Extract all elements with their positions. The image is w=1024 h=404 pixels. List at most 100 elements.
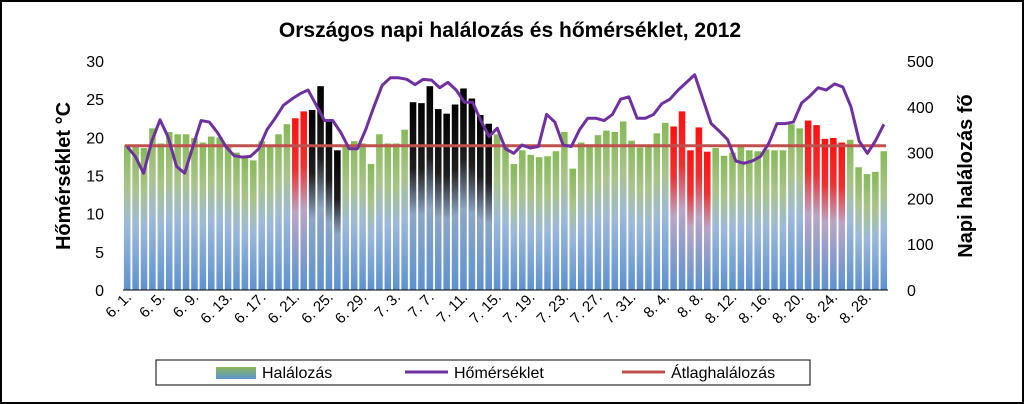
- right-tick-label: 100: [907, 237, 934, 254]
- death-bar: [863, 174, 871, 290]
- x-tick-label: 8. 24.: [803, 289, 842, 328]
- death-bar: [577, 142, 585, 290]
- death-bar: [123, 144, 131, 290]
- right-axis-title: Napi halálozás fő: [955, 94, 977, 257]
- death-bar: [434, 109, 442, 290]
- legend-deaths-swatch: [216, 367, 256, 379]
- x-tick-label: 6. 5.: [136, 289, 169, 322]
- death-bars: [123, 86, 888, 291]
- x-tick-label: 8. 20.: [769, 289, 808, 328]
- death-bar: [653, 133, 661, 290]
- death-bar: [855, 167, 862, 290]
- death-bar: [165, 131, 173, 290]
- death-bar: [493, 134, 501, 290]
- x-tick-label: 8. 28.: [836, 289, 875, 328]
- left-axis-title: Hőmérséklet °C: [53, 102, 75, 250]
- death-bar: [275, 134, 282, 290]
- death-bar: [443, 113, 450, 290]
- death-bar: [359, 143, 366, 290]
- death-bar: [224, 144, 232, 290]
- left-tick-label: 20: [86, 130, 104, 147]
- x-tick-label: 6. 25.: [298, 289, 337, 328]
- temperature-line: [125, 73, 886, 175]
- left-tick-label: 10: [86, 207, 104, 224]
- death-bar: [207, 136, 215, 290]
- death-bar: [468, 98, 476, 290]
- x-tick-label: 7. 11.: [434, 289, 472, 327]
- legend-temperature-label: Hőmérséklet: [454, 365, 544, 382]
- death-bar: [460, 88, 467, 290]
- x-tick-label: 6. 13.: [197, 289, 236, 328]
- temperature-line-group: [125, 73, 886, 175]
- death-bar: [485, 123, 492, 290]
- death-bar: [308, 110, 316, 290]
- left-tick-label: 0: [95, 283, 104, 300]
- death-bar: [334, 150, 341, 290]
- right-tick-label: 400: [907, 100, 934, 117]
- x-tick-label: 6. 21.: [265, 289, 304, 328]
- death-bar: [350, 141, 358, 290]
- death-bar: [687, 150, 694, 290]
- death-bar: [409, 102, 417, 290]
- x-axis-tick-labels: 6. 1. 6. 5. 6. 9.6. 13.6. 17.6. 21.6. 25.6…: [102, 289, 874, 328]
- x-tick-label: 6. 17.: [231, 289, 270, 328]
- death-bar: [266, 145, 274, 290]
- death-bar: [720, 155, 728, 290]
- death-bar: [149, 128, 156, 290]
- death-bar: [712, 148, 719, 290]
- x-tick-label: 6. 29.: [332, 289, 371, 328]
- right-axis-ticks: 0 100 200 300 400 500: [907, 54, 934, 300]
- death-bar: [561, 131, 568, 290]
- death-bar: [317, 86, 324, 290]
- death-bar: [628, 140, 635, 290]
- legend-box: [155, 359, 811, 386]
- death-bar: [619, 121, 627, 291]
- death-bar: [426, 86, 434, 290]
- left-tick-label: 30: [86, 54, 104, 71]
- x-tick-label: 7. 7.: [405, 289, 438, 322]
- x-tick-label: 8. 4.: [640, 289, 673, 322]
- death-bar: [199, 142, 207, 290]
- death-bar: [754, 151, 761, 290]
- death-bar: [300, 111, 308, 290]
- death-bar: [241, 157, 249, 290]
- x-tick-label: 7. 3.: [371, 289, 404, 322]
- death-bar: [695, 127, 703, 290]
- death-bar: [552, 151, 560, 290]
- death-bar: [519, 150, 526, 290]
- death-bar: [796, 128, 804, 290]
- death-bar: [788, 124, 795, 290]
- left-tick-label: 25: [86, 92, 104, 109]
- death-bar: [157, 143, 165, 290]
- death-bar: [880, 151, 888, 290]
- x-tick-label: 7. 19.: [500, 289, 539, 328]
- death-bar: [191, 137, 198, 290]
- death-bar: [569, 168, 577, 290]
- death-bar: [661, 122, 669, 290]
- death-bar: [174, 134, 181, 290]
- death-bar: [611, 131, 619, 290]
- x-tick-label: 8. 12.: [702, 289, 741, 328]
- death-bar: [535, 157, 543, 290]
- death-bar: [804, 120, 812, 290]
- death-bar: [233, 152, 240, 290]
- death-bar: [292, 118, 299, 290]
- death-bar: [821, 138, 829, 290]
- death-bar: [729, 152, 736, 290]
- death-bar: [477, 115, 484, 290]
- x-tick-label: 7. 23.: [534, 289, 573, 328]
- death-bar: [737, 145, 745, 290]
- death-bar: [283, 124, 291, 290]
- death-bar: [216, 137, 223, 290]
- left-tick-label: 15: [86, 169, 104, 186]
- death-bar: [376, 134, 383, 290]
- x-tick-label: 6. 1.: [102, 289, 135, 322]
- death-bar: [603, 130, 610, 290]
- death-bar: [140, 148, 148, 290]
- death-bar: [586, 144, 593, 290]
- death-bar: [594, 135, 602, 290]
- death-bar: [678, 111, 686, 290]
- x-tick-label: 7. 27.: [567, 289, 606, 328]
- death-bar: [830, 137, 837, 290]
